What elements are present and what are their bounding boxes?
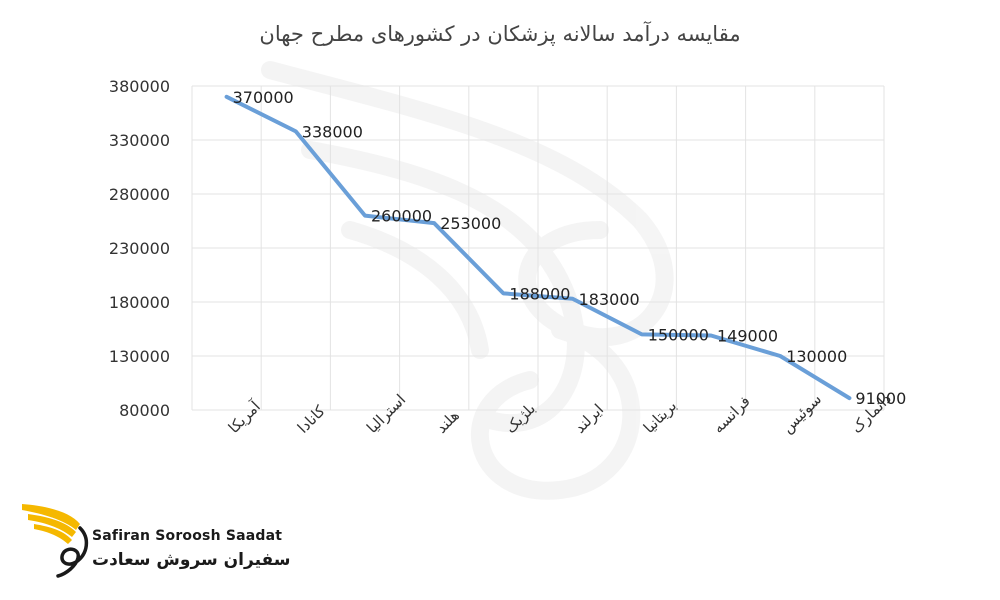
series-layer — [224, 94, 852, 401]
x-tick-label: هلند — [432, 406, 463, 437]
y-tick-label: 330000 — [109, 131, 170, 150]
x-tick-label: سوئیس — [778, 390, 825, 437]
data-label: 183000 — [579, 290, 640, 309]
data-label: 130000 — [786, 347, 847, 366]
x-tick-label: ایرلند — [571, 400, 607, 436]
gridlines — [191, 85, 885, 411]
y-tick-label: 80000 — [119, 401, 170, 420]
series-line — [224, 94, 852, 401]
x-tick-label: آمریکا — [225, 397, 265, 437]
y-tick-label: 380000 — [109, 77, 170, 96]
data-label: 253000 — [440, 214, 501, 233]
data-label: 188000 — [509, 284, 570, 303]
data-label: 260000 — [371, 207, 432, 226]
y-tick-label: 280000 — [109, 185, 170, 204]
watermark-swan-logo — [261, 61, 674, 500]
y-tick-label: 230000 — [109, 239, 170, 258]
y-tick-label: 180000 — [109, 293, 170, 312]
x-tick-label: فرانسه — [709, 392, 754, 437]
data-label: 338000 — [302, 122, 363, 141]
data-label: 370000 — [233, 88, 294, 107]
x-tick-label: بریتانیا — [640, 397, 680, 437]
chart-title: مقایسه درآمد سالانه پزشکان در کشورهای مط… — [259, 22, 741, 46]
data-label: 149000 — [717, 326, 778, 345]
brand-name-en: Safiran Soroosh Saadat — [92, 528, 283, 544]
brand-name-fa: سفیران سروش سعادت — [92, 550, 291, 570]
x-tick-label: استرالیا — [363, 391, 409, 437]
data-label: 150000 — [648, 325, 709, 344]
swan-logo-icon — [22, 504, 89, 578]
data-labels: 370000 338000 260000 253000 188000 183000 1500… — [233, 88, 907, 408]
data-label: 91000 — [855, 389, 906, 408]
brand-logo: Safiran Soroosh Saadat سفیران سروش سعادت — [18, 498, 298, 588]
x-tick-label: کانادا — [294, 401, 329, 436]
y-tick-label: 130000 — [109, 347, 170, 366]
